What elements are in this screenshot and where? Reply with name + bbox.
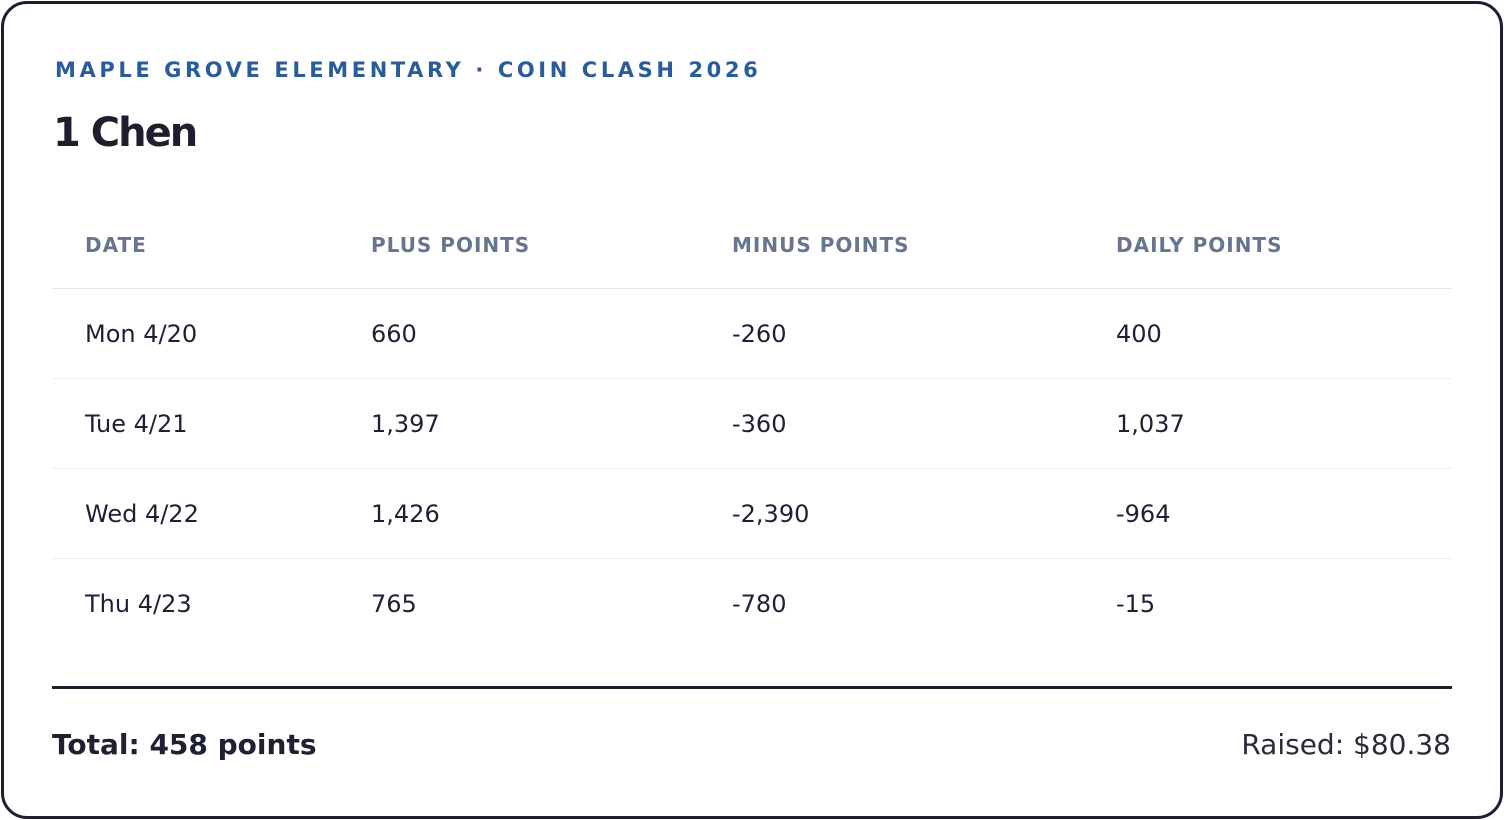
- table-cell: 765: [371, 589, 417, 618]
- column-header: DATE: [52, 201, 338, 289]
- table-cell: Tue 4/21: [52, 378, 338, 469]
- table-cell: -964: [1083, 468, 1452, 559]
- column-header: MINUS POINTS: [699, 201, 1083, 289]
- total: Total: 458 points: [52, 728, 317, 761]
- divider: [52, 686, 1452, 689]
- table-cell: Mon 4/20: [52, 288, 338, 379]
- raised: Raised: $80.38: [1241, 728, 1451, 761]
- table-cell: Wed 4/22: [52, 468, 338, 559]
- eyebrow: MAPLE GROVE ELEMENTARY · COIN CLASH 2026: [55, 58, 762, 82]
- column-header: DAILY POINTS: [1083, 201, 1452, 289]
- table-row: Wed 4/22 1,426 -2,390 -964: [52, 468, 1452, 559]
- table-cell: -2,390: [699, 468, 1083, 559]
- table-cell: 660: [338, 288, 699, 379]
- table-cell: 1,397: [338, 378, 699, 469]
- column-header: PLUS POINTS: [338, 201, 699, 289]
- table-cell: -360: [699, 378, 1083, 469]
- table-row: Tue 4/21 1,397 -360 1,037: [52, 378, 1452, 469]
- header-row: DATE PLUS POINTS MINUS POINTS DAILY POINTS: [52, 201, 1452, 289]
- table-cell: -780: [732, 589, 787, 618]
- table-cell: -15: [1116, 589, 1156, 618]
- table-cell: -260: [699, 288, 1083, 379]
- table-row: Mon 4/20 660 -260 400: [52, 288, 1452, 379]
- table-row: Thu 4/23 765 -780 -15: [52, 559, 1452, 649]
- table-cell: 1,037: [1083, 378, 1452, 469]
- points-table: DATE PLUS POINTS MINUS POINTS DAILY POINTS …: [52, 201, 1452, 648]
- table-cell: 1,426: [338, 468, 699, 559]
- title: 1 Chen: [53, 110, 198, 156]
- table-cell: Thu 4/23: [85, 589, 192, 618]
- table-body: Mon 4/20 660 -260 400 Tue 4/21 1,397 -360 1,037…: [52, 288, 1452, 649]
- table-cell: 400: [1083, 288, 1452, 379]
